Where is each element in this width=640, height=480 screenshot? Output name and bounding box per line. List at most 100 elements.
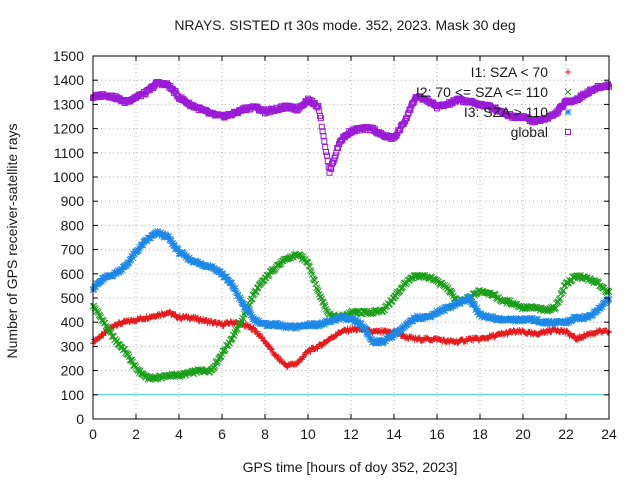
plus-glyph xyxy=(605,329,612,336)
data-point xyxy=(90,285,98,293)
plus-glyph xyxy=(318,342,325,349)
data-point xyxy=(329,159,336,166)
cross-glyph xyxy=(302,255,309,263)
star-glyph xyxy=(253,316,261,324)
cross-glyph xyxy=(311,276,319,284)
y-tick-label: 0 xyxy=(76,411,84,427)
star-glyph xyxy=(471,301,479,309)
plus-glyph xyxy=(261,337,268,344)
star-glyph xyxy=(489,313,497,320)
plus-glyph xyxy=(333,332,340,339)
data-point xyxy=(345,328,352,335)
star-glyph xyxy=(461,298,468,305)
data-point xyxy=(234,291,242,299)
star-glyph xyxy=(112,270,120,278)
y-tick-label: 100 xyxy=(61,387,85,403)
cross-glyph xyxy=(94,309,102,316)
x-tick-label: 2 xyxy=(132,426,140,442)
cross-glyph xyxy=(222,345,229,353)
star-glyph xyxy=(499,317,507,325)
x-tick-label: 6 xyxy=(218,426,226,442)
data-point xyxy=(473,305,480,312)
data-point xyxy=(299,354,306,361)
series-1 xyxy=(90,308,612,371)
square-glyph xyxy=(329,159,336,166)
data-point xyxy=(268,346,275,353)
data-point xyxy=(268,345,275,352)
cross-glyph xyxy=(402,280,410,288)
plus-glyph xyxy=(259,334,266,341)
star-glyph xyxy=(167,237,175,244)
star-glyph xyxy=(135,247,142,254)
data-point xyxy=(93,307,101,315)
data-point xyxy=(231,285,239,292)
plus-glyph xyxy=(172,311,179,318)
star-glyph xyxy=(157,229,165,237)
data-point xyxy=(311,276,319,284)
data-point xyxy=(139,241,147,249)
data-point xyxy=(466,293,474,301)
star-glyph xyxy=(428,311,436,319)
data-point xyxy=(333,332,340,339)
data-point xyxy=(214,358,222,365)
data-point xyxy=(461,298,468,305)
legend-label: global xyxy=(511,124,548,140)
x-tick-label: 12 xyxy=(343,426,359,442)
x-tick-label: 20 xyxy=(515,426,531,442)
data-point xyxy=(105,324,112,332)
data-point xyxy=(307,348,314,355)
data-point xyxy=(112,270,120,278)
data-point xyxy=(489,313,497,320)
data-point xyxy=(165,233,173,240)
data-point xyxy=(247,309,254,317)
star-glyph xyxy=(90,285,98,293)
data-point xyxy=(317,115,324,122)
y-tick-label: 200 xyxy=(61,363,85,379)
cross-glyph xyxy=(236,321,244,329)
square-glyph xyxy=(323,148,330,155)
data-point xyxy=(213,359,221,367)
cross-glyph xyxy=(107,329,115,336)
cross-glyph xyxy=(105,324,112,332)
cross-glyph xyxy=(317,293,325,301)
data-point xyxy=(402,280,410,288)
star-glyph xyxy=(214,267,222,275)
data-point xyxy=(362,325,369,333)
data-point xyxy=(571,333,578,340)
cross-glyph xyxy=(554,298,562,306)
star-glyph xyxy=(522,315,529,322)
star-glyph xyxy=(447,304,455,312)
data-point xyxy=(222,273,230,281)
data-point xyxy=(318,342,325,349)
data-point xyxy=(167,237,175,244)
star-glyph xyxy=(440,304,448,312)
star-glyph xyxy=(98,277,105,285)
plus-glyph xyxy=(100,332,107,339)
star-glyph xyxy=(364,331,372,339)
data-point xyxy=(541,318,548,326)
cross-glyph xyxy=(600,284,608,292)
star-glyph xyxy=(228,279,235,287)
plus-glyph xyxy=(194,314,201,321)
x-tick-label: 14 xyxy=(386,426,402,442)
plus-glyph xyxy=(119,320,126,327)
data-point xyxy=(125,259,133,267)
cross-glyph xyxy=(237,319,245,327)
star-glyph xyxy=(247,309,254,317)
cross-glyph xyxy=(131,361,139,369)
data-point xyxy=(335,144,342,151)
data-point xyxy=(605,329,612,336)
cross-glyph xyxy=(124,351,132,359)
star-glyph xyxy=(313,320,320,327)
data-point xyxy=(131,361,139,369)
legend-entry-2: I2: 70 <= SZA <= 110 xyxy=(416,84,572,100)
star-glyph xyxy=(165,233,173,240)
star-glyph xyxy=(125,259,133,267)
data-point xyxy=(114,267,122,274)
data-point xyxy=(214,267,222,275)
star-glyph xyxy=(598,303,606,311)
star-glyph xyxy=(129,254,136,261)
x-tick-label: 8 xyxy=(261,426,269,442)
star-glyph xyxy=(204,261,212,269)
legend-label: I2: 70 <= SZA <= 110 xyxy=(416,84,548,100)
